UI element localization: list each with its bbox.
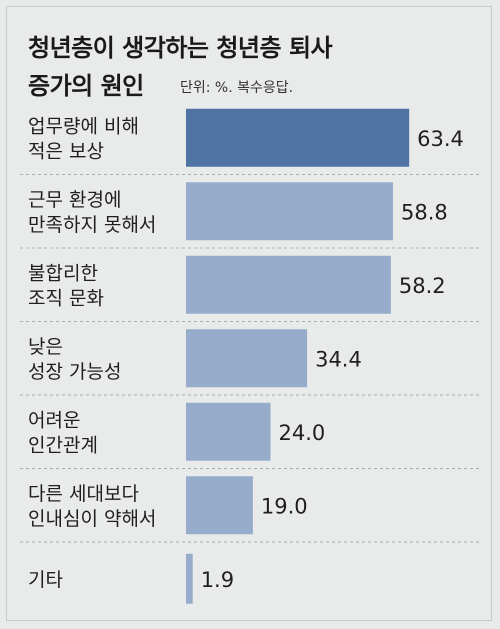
value-label-6: 1.9 <box>201 568 234 592</box>
category-label-3-1: 성장 가능성 <box>28 361 121 383</box>
category-label-6-0: 기타 <box>28 569 63 591</box>
unit-note: 단위: %. 복수응답. <box>180 80 294 96</box>
category-label-1-1: 만족하지 못해서 <box>28 214 156 236</box>
bar-2 <box>186 255 391 314</box>
chart-frame <box>6 6 492 621</box>
value-label-3: 34.4 <box>315 347 362 371</box>
category-label-2-0: 불합리한 <box>28 262 98 284</box>
bar-1 <box>186 182 393 241</box>
category-label-0-0: 업무량에 비해 <box>28 115 139 137</box>
value-label-4: 24.0 <box>278 421 325 445</box>
chart-title-line-2: 증가의 원인 <box>28 72 144 100</box>
category-label-2-1: 조직 문화 <box>28 287 104 309</box>
chart-title-line-1: 청년층이 생각하는 청년층 퇴사 <box>28 34 333 62</box>
category-label-0-1: 적은 보상 <box>28 140 104 162</box>
bar-3 <box>186 329 308 388</box>
value-label-2: 58.2 <box>399 274 446 298</box>
category-label-5-1: 인내심이 약해서 <box>28 508 156 530</box>
value-label-0: 63.4 <box>417 127 464 151</box>
category-label-1-0: 근무 환경에 <box>28 189 121 211</box>
bar-0 <box>186 108 410 167</box>
value-label-5: 19.0 <box>261 494 308 518</box>
category-label-5-0: 다른 세대보다 <box>28 483 139 505</box>
category-label-4-0: 어려운 <box>28 409 80 431</box>
category-label-3-0: 낮은 <box>28 336 63 358</box>
bar-4 <box>186 402 271 461</box>
value-label-1: 58.8 <box>401 200 448 224</box>
category-label-4-1: 인간관계 <box>28 434 98 456</box>
bar-5 <box>186 476 253 535</box>
bar-6 <box>186 553 193 604</box>
